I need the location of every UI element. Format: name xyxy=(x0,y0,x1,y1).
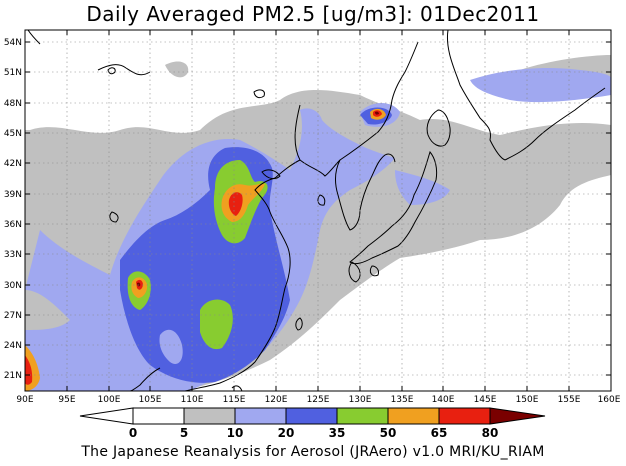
grid-lines xyxy=(25,30,611,391)
colorbar-label: 10 xyxy=(227,426,244,440)
colorbar-label: 50 xyxy=(380,426,397,440)
lat-tick-label: 54N xyxy=(4,38,22,48)
colorbar: 0 5 10 20 35 50 65 80 xyxy=(79,407,546,440)
colorbar-arrow-min xyxy=(79,407,134,425)
concentration-field xyxy=(25,55,611,391)
colorbar-label: 65 xyxy=(431,426,448,440)
lat-tick-label: 27N xyxy=(4,311,22,321)
lon-tick-label: 155E xyxy=(558,395,581,405)
shade-65-80 xyxy=(25,110,382,385)
lon-tick-label: 130E xyxy=(349,395,372,405)
lat-tick-label: 30N xyxy=(4,281,22,291)
lat-tick-label: 51N xyxy=(4,68,22,78)
lat-tick-label: 42N xyxy=(4,159,22,169)
lon-tick-label: 145E xyxy=(474,395,497,405)
lat-tick-label: 45N xyxy=(4,129,22,139)
colorbar-label: 5 xyxy=(180,426,188,440)
colorbar-bin-35-50 xyxy=(336,407,389,425)
lat-tick-label: 21N xyxy=(4,371,22,381)
lon-tick-label: 140E xyxy=(432,395,455,405)
lon-tick-label: 125E xyxy=(307,395,330,405)
colorbar-bin-50-65 xyxy=(387,407,440,425)
colorbar-arrow-max xyxy=(489,407,546,425)
colorbar-bin-0-5 xyxy=(132,407,185,425)
footer-credit: The Japanese Reanalysis for Aerosol (JRA… xyxy=(81,444,545,460)
map-title: Daily Averaged PM2.5 [ug/m3]: 01Dec2011 xyxy=(86,2,540,26)
colorbar-bin-65-80 xyxy=(438,407,491,425)
lat-tick-label: 48N xyxy=(4,99,22,109)
colorbar-label: 20 xyxy=(278,426,295,440)
lon-tick-label: 90E xyxy=(16,395,33,405)
lon-tick-labels: 90E 95E 100E 105E 110E 115E 120E 125E 13… xyxy=(16,395,620,405)
tick-marks xyxy=(24,30,612,391)
lat-tick-label: 33N xyxy=(4,250,22,260)
lon-tick-label: 150E xyxy=(516,395,539,405)
colorbar-label: 35 xyxy=(329,426,346,440)
colorbar-bin-5-10 xyxy=(183,407,236,425)
colorbar-bin-10-20 xyxy=(234,407,287,425)
colorbar-label: 80 xyxy=(482,426,499,440)
shade-gt-80 xyxy=(137,111,379,287)
lat-tick-label: 24N xyxy=(4,341,22,351)
lat-tick-label: 39N xyxy=(4,190,22,200)
lon-tick-label: 120E xyxy=(265,395,288,405)
lon-tick-label: 105E xyxy=(139,395,162,405)
lon-tick-label: 115E xyxy=(223,395,246,405)
lat-tick-label: 36N xyxy=(4,220,22,230)
lon-tick-label: 110E xyxy=(181,395,204,405)
lon-tick-label: 160E xyxy=(598,395,621,405)
lat-tick-labels: 21N 24N 27N 30N 33N 36N 39N 42N 45N 48N … xyxy=(4,38,22,381)
colorbar-label: 0 xyxy=(129,426,137,440)
shade-10-20-inner xyxy=(159,329,183,365)
lon-tick-label: 95E xyxy=(58,395,75,405)
lon-tick-label: 135E xyxy=(391,395,414,405)
lon-tick-label: 100E xyxy=(98,395,121,405)
colorbar-bin-20-35 xyxy=(285,407,338,425)
